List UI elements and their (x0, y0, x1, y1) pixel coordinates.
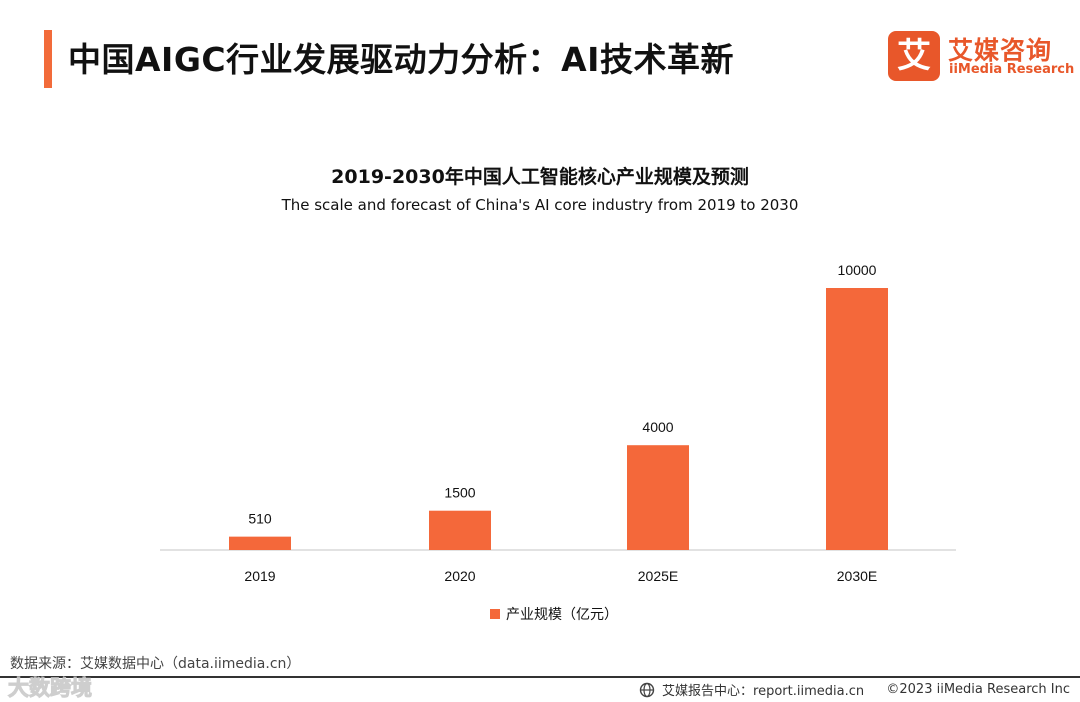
x-tick-label-2020: 2020 (444, 568, 475, 584)
globe-icon (639, 682, 655, 698)
title-accent-bar (44, 30, 52, 88)
x-tick-label-2019: 2019 (244, 568, 275, 584)
x-tick-label-2030E: 2030E (837, 568, 877, 584)
report-center-link[interactable]: 艾媒报告中心：report.iimedia.cn (662, 684, 865, 699)
chart-subtitle: The scale and forecast of China's AI cor… (281, 196, 799, 214)
bar-2025E (627, 445, 689, 550)
brand-mark-icon: 艾 (888, 31, 940, 81)
chart-title: 2019-2030年中国人工智能核心产业规模及预测 (331, 166, 749, 188)
watermark: 大数跨境 (8, 676, 93, 701)
x-tick-label-2025E: 2025E (638, 568, 678, 584)
bar-2030E (826, 288, 888, 550)
footer-divider (0, 676, 1080, 678)
footer-credits: 艾媒报告中心：report.iimedia.cn ©2023 iiMedia R… (639, 680, 1070, 699)
data-source: 数据来源：艾媒数据中心（data.iimedia.cn） (10, 656, 301, 672)
legend-swatch (490, 609, 500, 619)
brand-logo: 艾 艾媒咨询 iiMedia Research (888, 31, 1074, 83)
page-title: 中国AIGC行业发展驱动力分析：AI技术革新 (68, 40, 734, 79)
bar-2020 (429, 510, 491, 550)
data-label-2020: 1500 (444, 485, 475, 501)
copyright: ©2023 iiMedia Research Inc (886, 682, 1070, 697)
data-label-2019: 510 (248, 511, 272, 527)
brand-name-en: iiMedia Research (949, 62, 1075, 77)
data-label-2025E: 4000 (642, 419, 673, 435)
brand-name-cn: 艾媒咨询 (948, 36, 1053, 65)
bar-2019 (229, 536, 291, 550)
data-label-2030E: 10000 (838, 262, 877, 278)
legend-label: 产业规模（亿元） (506, 607, 618, 623)
